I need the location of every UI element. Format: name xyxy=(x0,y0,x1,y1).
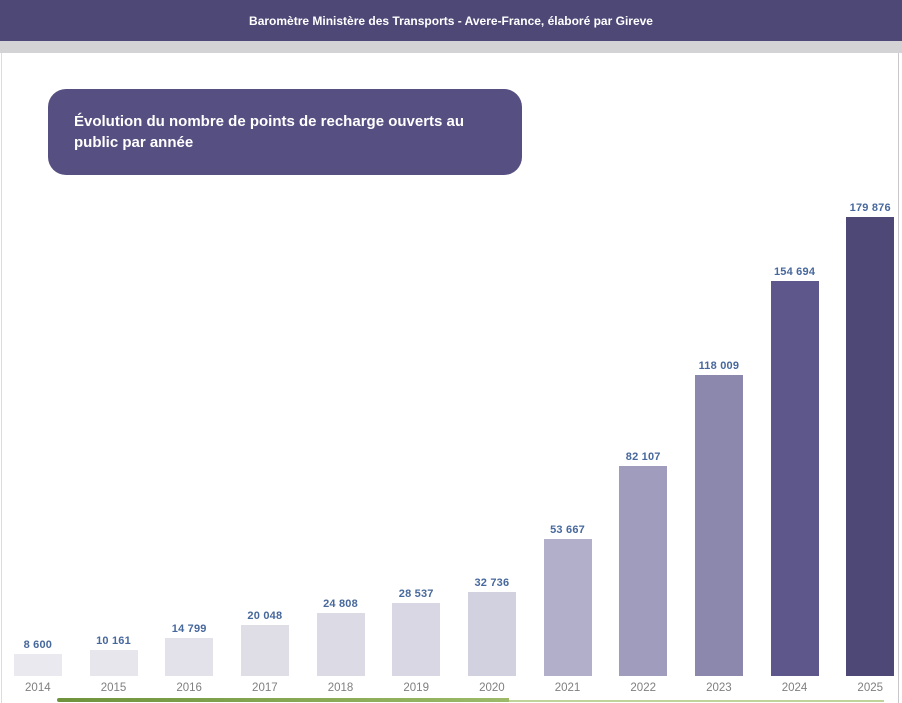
bar-value-label-2024: 154 694 xyxy=(773,266,816,278)
x-axis-label-2021: 2021 xyxy=(554,682,581,694)
bar-column-2024: 154 694 2024 xyxy=(757,190,833,703)
bar-value-label-2022: 82 107 xyxy=(625,451,661,463)
bar-column-2021: 53 667 2021 xyxy=(530,190,606,703)
x-axis-label-2023: 2023 xyxy=(706,682,732,694)
bar-value-label-2015: 10 161 xyxy=(96,635,131,647)
bar-value-label-2020: 32 736 xyxy=(474,577,510,589)
bar-value-label-2017: 20 048 xyxy=(247,610,283,622)
bar-value-label-2018: 24 808 xyxy=(323,598,358,610)
x-axis-label-2025: 2025 xyxy=(857,682,884,694)
slide-area: Évolution du nombre de points de recharg… xyxy=(0,53,902,703)
x-axis-label-2022: 2022 xyxy=(630,682,656,694)
bar-column-2014: 8 600 2014 xyxy=(0,190,76,703)
bar-value-label-2023: 118 009 xyxy=(698,360,740,372)
bottom-green-bar xyxy=(57,698,509,702)
bar-column-2022: 82 107 2022 xyxy=(605,190,681,703)
slide-right-edge xyxy=(898,53,899,703)
bar-2020 xyxy=(467,592,516,676)
bar-2019 xyxy=(392,603,441,676)
chart-title-line1: Évolution du nombre de points de recharg… xyxy=(74,112,465,130)
bar-2018 xyxy=(316,613,365,676)
x-axis-label-2017: 2017 xyxy=(252,682,278,694)
report-header-title: Baromètre Ministère des Transports - Ave… xyxy=(249,13,653,28)
x-axis-label-2024: 2024 xyxy=(781,682,808,694)
x-axis-label-2020: 2020 xyxy=(479,682,505,694)
bar-2014 xyxy=(13,654,62,676)
bar-value-label-2021: 53 667 xyxy=(550,524,585,536)
report-header: Baromètre Ministère des Transports - Ave… xyxy=(0,0,902,41)
bar-2022 xyxy=(619,466,668,676)
chart-title-line2: public par année xyxy=(74,134,194,151)
x-axis-label-2016: 2016 xyxy=(176,682,202,694)
x-axis-label-2014: 2014 xyxy=(25,682,51,694)
bar-column-2018: 24 808 2018 xyxy=(303,190,379,703)
bar-value-label-2014: 8 600 xyxy=(23,639,53,651)
bar-value-label-2019: 28 537 xyxy=(398,588,434,600)
chart-title-box: Évolution du nombre de points de recharg… xyxy=(48,89,522,175)
x-axis-label-2019: 2019 xyxy=(403,682,429,694)
bar-2015 xyxy=(89,650,138,676)
bar-column-2019: 28 537 2019 xyxy=(378,190,454,703)
bar-column-2017: 20 048 2017 xyxy=(227,190,303,703)
bar-value-label-2016: 14 799 xyxy=(171,623,207,635)
bottom-green-line xyxy=(509,700,884,702)
bar-chart: 8 600 2014 10 161 2015 14 799 2016 20 048 2017 2… xyxy=(0,190,902,703)
bar-2016 xyxy=(165,638,214,676)
x-axis-label-2015: 2015 xyxy=(100,682,127,694)
bar-2023 xyxy=(694,375,743,676)
bar-column-2020: 32 736 2020 xyxy=(454,190,530,703)
bar-column-2016: 14 799 2016 xyxy=(151,190,227,703)
bar-2021 xyxy=(543,539,592,676)
bar-column-2015: 10 161 2015 xyxy=(76,190,152,703)
bar-2024 xyxy=(770,281,819,676)
bar-column-2023: 118 009 2023 xyxy=(681,190,757,703)
slide-left-edge xyxy=(1,53,2,703)
bar-column-2025: 179 876 2025 xyxy=(832,190,902,703)
bar-2017 xyxy=(240,625,289,676)
bar-value-label-2025: 179 876 xyxy=(849,202,891,214)
x-axis-label-2018: 2018 xyxy=(327,682,354,694)
bar-2025 xyxy=(846,217,895,676)
header-gray-strip xyxy=(0,41,902,53)
